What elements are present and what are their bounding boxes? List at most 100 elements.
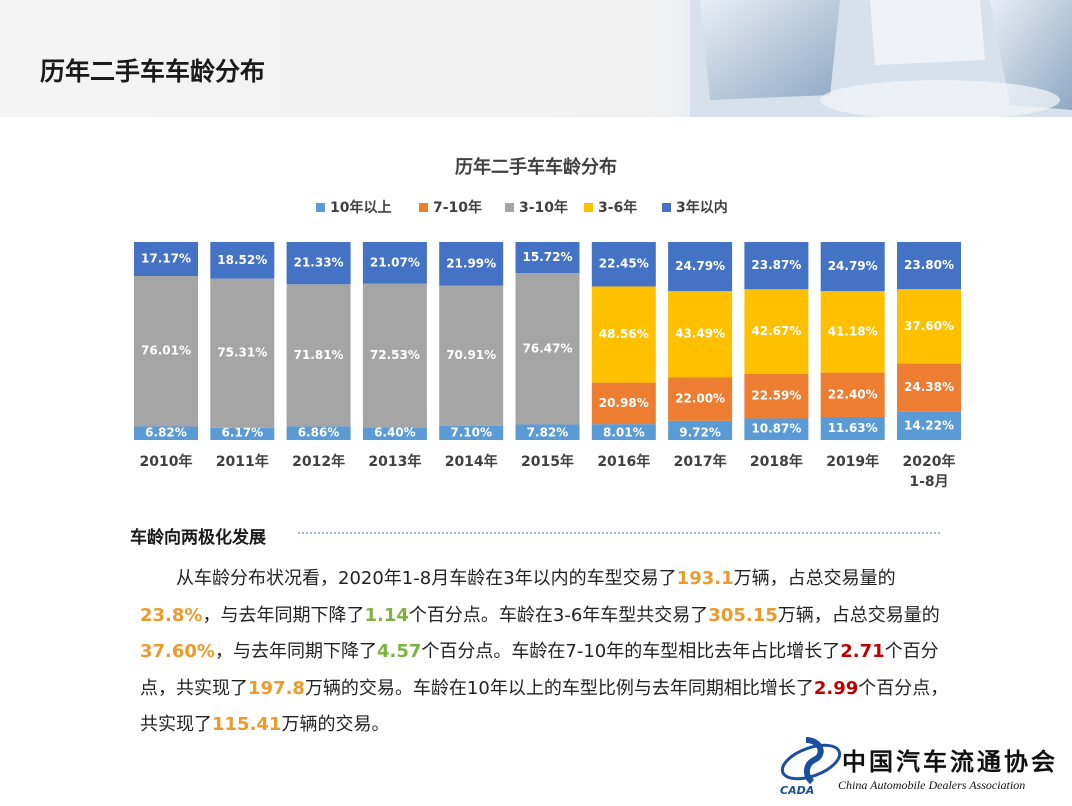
data-label: 21.07%: [370, 255, 420, 269]
bar-segment: [134, 275, 198, 427]
page-title: 历年二手车车龄分布: [40, 57, 266, 86]
bar-segment: [897, 363, 961, 412]
highlight: 4.57: [376, 641, 422, 662]
legend-swatch: [316, 203, 325, 212]
bar-segment: [362, 283, 427, 428]
section-title: 车龄向两极化发展: [130, 528, 266, 548]
bar-segment: [591, 424, 656, 440]
chart: 历年二手车车龄分布 10年以上 7-10年 3-10年 3-6年 3年以内 6.82% 76…: [134, 156, 961, 440]
data-label: 11.63%: [828, 421, 878, 435]
bar-segment: [744, 289, 809, 374]
highlight: 305.15: [708, 604, 778, 626]
bar-segment: [439, 285, 504, 426]
highlight: 193.1: [676, 568, 734, 589]
bar-segment: [439, 425, 504, 440]
bar-segment: [744, 242, 809, 290]
bar-segment: [210, 278, 275, 428]
logo-name: 中国汽车流通协会: [842, 747, 1058, 776]
x-tick-label: 2013年: [368, 454, 422, 470]
data-label: 71.81%: [294, 348, 344, 362]
data-label: 43.49%: [675, 327, 725, 341]
x-tick-label: 2020年1-8月: [902, 454, 956, 490]
bar-segment: [820, 372, 885, 417]
data-label: 76.47%: [523, 341, 573, 355]
bar-segment: [134, 242, 198, 276]
legend-label: 3-6年: [598, 199, 637, 216]
x-tick-label: 2019年: [826, 454, 880, 470]
bar-segment: [362, 242, 427, 284]
x-tick-label: 2016年: [597, 454, 651, 470]
data-label: 6.40%: [374, 426, 416, 440]
data-label: 6.17%: [221, 426, 263, 440]
x-tick-label: 2018年: [749, 454, 803, 470]
bar-segment: [668, 291, 733, 378]
data-label: 18.52%: [217, 253, 267, 267]
bar-segment: [515, 273, 580, 425]
bar-segment: [210, 427, 275, 440]
text-run: 万辆，占总交易量的: [733, 568, 896, 589]
data-label: 22.00%: [675, 391, 725, 405]
legend-swatch: [505, 203, 514, 212]
highlight: 1.14: [364, 604, 409, 626]
data-label: 10.87%: [751, 422, 801, 436]
bar-segment: [286, 426, 351, 440]
legend-label: 10年以上: [330, 199, 391, 216]
bar-segment: [286, 284, 351, 427]
bar-segment: [744, 373, 809, 419]
data-label: 75.31%: [217, 346, 267, 360]
data-label: 42.67%: [751, 324, 801, 338]
data-label: 24.79%: [828, 259, 878, 273]
text-run: 个百分点。车龄在7-10年的车型相比去年占比增长了: [421, 641, 841, 662]
x-tick-label: 2010年: [139, 454, 193, 470]
text-run: 万辆的交易。车龄在10年以上的车型比例与去年同期相比增长了: [304, 677, 814, 699]
legend-swatch: [662, 203, 671, 212]
data-label: 24.38%: [904, 380, 954, 394]
header-art: [690, 0, 1072, 117]
x-tick-label: 2017年: [673, 454, 727, 470]
legend-label: 3年以内: [676, 199, 728, 216]
x-tick-label: 2011年: [215, 454, 269, 470]
highlight: 115.41: [212, 714, 282, 735]
text-run: 个百分点，共实现了: [140, 641, 939, 699]
bar-segment: [820, 416, 885, 440]
bar-segment: [668, 242, 733, 292]
data-label: 8.01%: [603, 426, 645, 440]
data-label: 37.60%: [904, 319, 954, 333]
legend-label: 7-10年: [433, 199, 482, 216]
data-label: 23.80%: [904, 258, 954, 272]
data-label: 22.45%: [599, 257, 649, 271]
x-tick-label: 2014年: [444, 454, 498, 470]
chart-title: 历年二手车车龄分布: [455, 156, 617, 178]
text-run: 万辆，占总交易量的: [777, 604, 940, 626]
highlight: 2.71: [840, 641, 885, 662]
bar-segment: [668, 420, 733, 440]
bar-segment: [210, 242, 275, 279]
bar-segment: [820, 291, 885, 373]
text-run: 个百分点，共实现了: [140, 677, 949, 736]
bar-segment: [362, 427, 427, 440]
data-label: 48.56%: [599, 327, 649, 341]
highlight: 23.8%: [140, 604, 203, 626]
bar-segment: [439, 242, 504, 286]
bar-segment: [134, 426, 198, 440]
text-run: 从车龄分布状况看，2020年1-8月车龄在3年以内的车型交易了: [176, 568, 677, 589]
bar-segment: [591, 242, 656, 287]
bar-segment: [744, 418, 809, 440]
bar-segment: [897, 242, 961, 290]
data-label: 22.40%: [828, 387, 878, 401]
text-run: ，与去年同期下降了: [202, 604, 365, 626]
logo: 中国汽车流通协会 China Automobile Dealers Associ…: [772, 726, 1072, 806]
bar-segment: [820, 242, 885, 292]
legend-swatch: [584, 203, 593, 212]
bar-segment: [668, 377, 733, 421]
highlight: 37.60%: [140, 641, 215, 662]
data-label: 7.82%: [527, 426, 569, 440]
paragraph: 从车龄分布状况看，2020年1-8月车龄在3年以内的车型交易了193.1万辆，占…: [140, 561, 955, 744]
data-label: 17.17%: [141, 251, 191, 265]
data-label: 15.72%: [523, 250, 573, 264]
data-label: 24.79%: [675, 259, 725, 273]
legend-label: 3-10年: [519, 199, 568, 216]
highlight: 2.99: [813, 677, 859, 699]
data-label: 14.22%: [904, 418, 954, 432]
data-label: 9.72%: [679, 426, 721, 440]
